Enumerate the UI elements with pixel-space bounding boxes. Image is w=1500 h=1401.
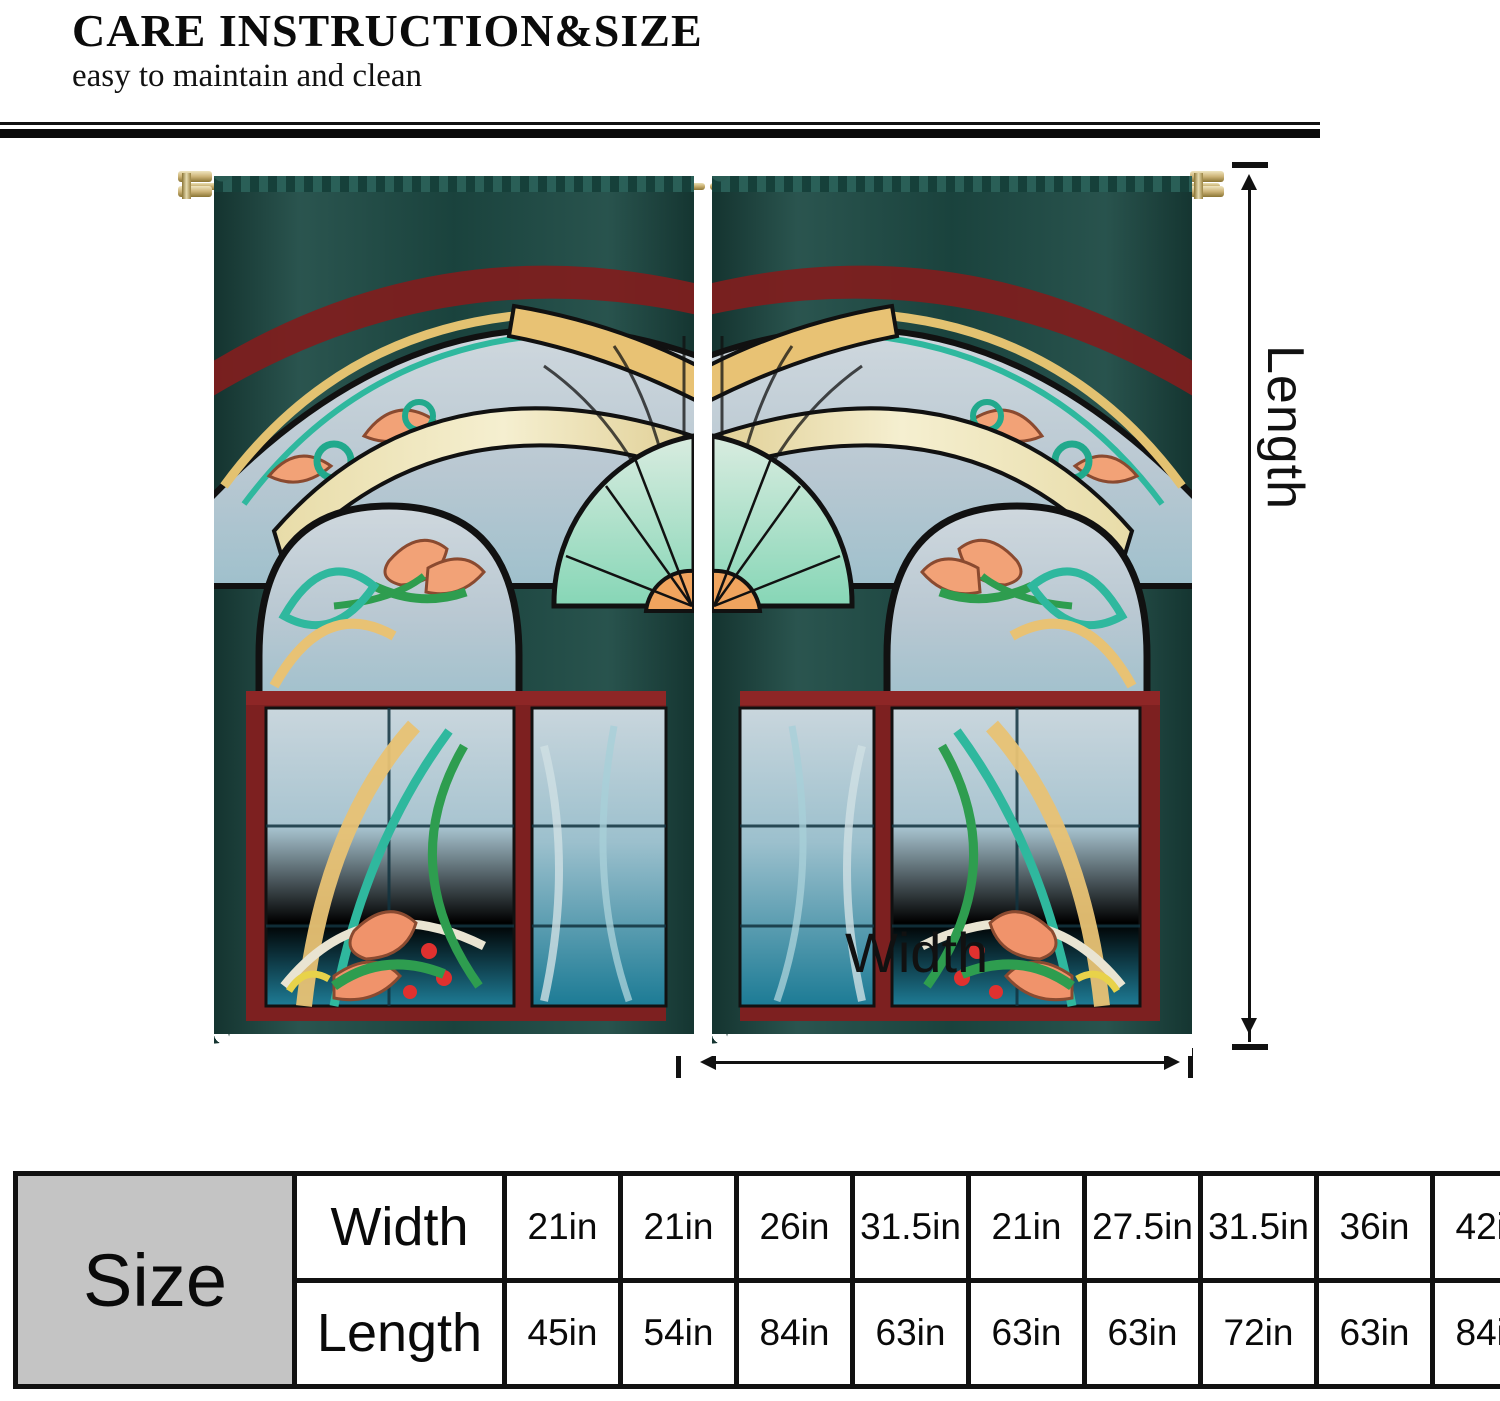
header-divider-thin [0, 122, 1320, 125]
length-value-3: 84in [734, 1277, 855, 1389]
scalloped-hem-right [712, 1034, 1192, 1056]
width-arrowhead-right-icon [1164, 1054, 1180, 1070]
width-arrowhead-left-icon [700, 1054, 716, 1070]
length-value-4: 63in [850, 1277, 971, 1389]
length-arrowhead-bottom-icon [1241, 1018, 1257, 1034]
length-tick-bottom [1232, 1044, 1268, 1050]
length-value-5: 63in [966, 1277, 1087, 1389]
length-value-8: 63in [1314, 1277, 1435, 1389]
length-row-header: Length [292, 1277, 507, 1389]
width-label: Width [845, 921, 989, 984]
length-arrowhead-top-icon [1241, 174, 1257, 190]
width-tick-right [1188, 1048, 1193, 1078]
width-value-9: 42in [1430, 1171, 1500, 1283]
size-header-cell: Size [13, 1171, 297, 1389]
size-table: Size Width 21in 21in 26in 31.5in 21in 27… [13, 1171, 1500, 1389]
rod-finial-right-icon [1190, 171, 1228, 201]
length-value-7: 72in [1198, 1277, 1319, 1389]
product-illustration [0, 150, 1500, 1160]
page-subtitle: easy to maintain and clean [72, 58, 423, 94]
width-value-4: 31.5in [850, 1171, 971, 1283]
stained-glass-artwork-right [712, 186, 1192, 1046]
scalloped-hem-left [214, 1034, 694, 1056]
rod-pocket-ruffle-left [214, 176, 694, 192]
length-value-6: 63in [1082, 1277, 1203, 1389]
length-value-1: 45in [502, 1277, 623, 1389]
width-arrow-line [706, 1061, 1176, 1064]
header-block: CARE INSTRUCTION&SIZE easy to maintain a… [0, 0, 1500, 150]
width-value-5: 21in [966, 1171, 1087, 1283]
curtain-panel-left [214, 176, 694, 1056]
size-table-body: Size Width 21in 21in 26in 31.5in 21in 27… [13, 1171, 1500, 1389]
width-dimension-arrow [670, 1040, 1230, 1090]
rod-finial-left-icon [178, 171, 216, 201]
header-divider-thick [0, 129, 1320, 138]
width-value-7: 31.5in [1198, 1171, 1319, 1283]
table-row: Size Width 21in 21in 26in 31.5in 21in 27… [13, 1171, 1500, 1389]
length-value-9: 84in [1430, 1277, 1500, 1389]
width-value-3: 26in [734, 1171, 855, 1283]
stained-glass-svg-left [214, 265, 694, 1021]
width-tick-left [676, 1048, 681, 1078]
length-dimension-arrow [1218, 160, 1288, 1060]
width-value-1: 21in [502, 1171, 623, 1283]
length-value-2: 54in [618, 1277, 739, 1389]
width-value-8: 36in [1314, 1171, 1435, 1283]
length-label: Length [1256, 345, 1314, 511]
width-value-2: 21in [618, 1171, 739, 1283]
table-row: Length 45in 54in 84in 63in 63in 63in 72i… [16, 1277, 1500, 1389]
length-tick-top [1232, 162, 1268, 168]
curtain-panel-right [712, 176, 1192, 1056]
stained-glass-artwork-left [214, 186, 694, 1046]
rod-pocket-ruffle-right [712, 176, 1192, 192]
length-arrow-line [1248, 178, 1251, 1042]
stained-glass-svg-right [712, 265, 1192, 1021]
width-value-6: 27.5in [1082, 1171, 1203, 1283]
width-row-header: Width [292, 1171, 507, 1283]
page-title: CARE INSTRUCTION&SIZE [72, 5, 703, 56]
